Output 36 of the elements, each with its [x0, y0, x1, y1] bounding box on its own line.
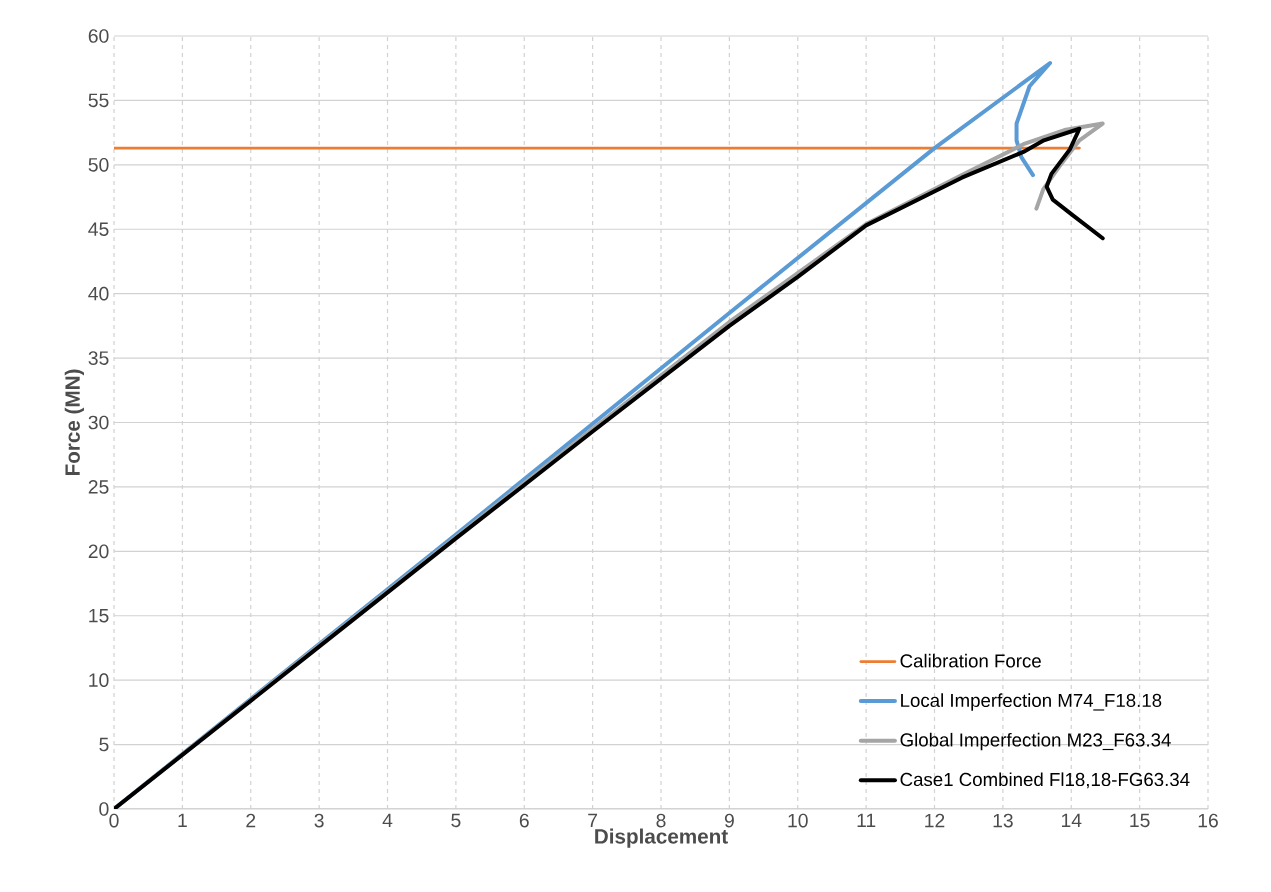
x-tick-label: 0 [109, 813, 119, 828]
y-tick-label: 15 [89, 608, 109, 623]
x-tick-label: 8 [656, 813, 666, 828]
x-tick-label: 14 [1061, 813, 1082, 827]
y-tick-label: 0 [99, 802, 109, 816]
y-tick-label: 5 [99, 737, 109, 752]
y-tick-label: 30 [88, 415, 109, 430]
legend-label: Local Imperfection M74_F18.18 [901, 693, 1162, 711]
x-tick-label: 6 [519, 813, 529, 828]
x-tick-label: 5 [451, 813, 461, 828]
x-tick-label: 16 [1198, 813, 1218, 828]
y-tick-label: 20 [88, 544, 109, 559]
x-tick-label: 13 [993, 813, 1013, 828]
x-tick-label: 1 [178, 813, 187, 827]
y-tick-label: 60 [88, 29, 109, 43]
x-tick-label: 3 [314, 813, 324, 828]
x-tick-label: 7 [588, 813, 598, 827]
y-tick-label: 45 [88, 222, 109, 236]
y-tick-label: 25 [88, 480, 109, 494]
x-tick-label: 15 [1130, 813, 1150, 828]
legend-label: Case1 Combined Fl18,18-FG63.34 [900, 772, 1190, 789]
x-tick-label: 11 [857, 813, 876, 827]
y-tick-label: 40 [88, 286, 109, 301]
y-axis-title: Force (MN) [64, 369, 84, 476]
x-tick-label: 12 [925, 813, 945, 828]
x-axis-title: Displacement [595, 828, 728, 848]
x-tick-label: 2 [246, 813, 256, 828]
y-tick-label: 55 [88, 93, 109, 108]
y-tick-label: 10 [89, 673, 109, 687]
x-tick-label: 10 [788, 813, 808, 828]
legend-label: Global Imperfection M23_F63.34 [900, 732, 1171, 751]
y-tick-label: 50 [88, 157, 109, 172]
y-tick-label: 35 [88, 351, 109, 365]
legend-label: Calibration Force [900, 653, 1041, 668]
x-tick-label: 9 [724, 813, 734, 828]
x-tick-label: 4 [382, 813, 393, 827]
